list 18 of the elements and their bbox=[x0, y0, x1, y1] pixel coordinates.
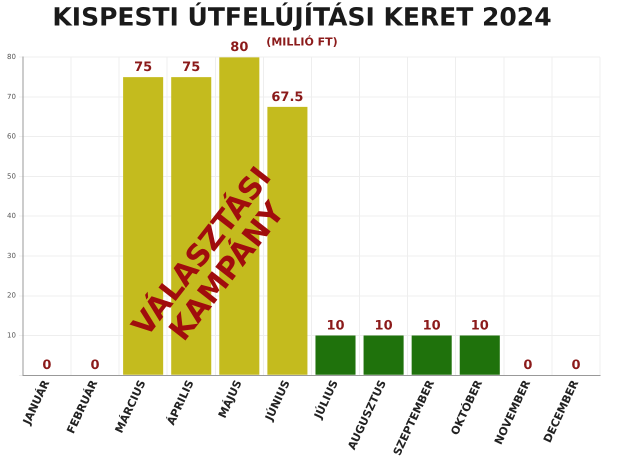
bar bbox=[315, 336, 356, 375]
data-label: 80 bbox=[230, 40, 248, 56]
data-label: 0 bbox=[90, 358, 100, 374]
data-label: 10 bbox=[374, 318, 393, 334]
data-label: 10 bbox=[470, 318, 489, 334]
data-label: 10 bbox=[422, 318, 441, 334]
data-label: 75 bbox=[182, 60, 200, 75]
data-label: 10 bbox=[326, 318, 345, 334]
bar bbox=[460, 336, 500, 375]
chart-subtitle: (MILLIÓ FT) bbox=[266, 34, 338, 48]
data-label: 0 bbox=[42, 358, 52, 374]
data-label: 0 bbox=[571, 358, 580, 374]
chart-title: KISPESTI ÚTFELÚJÍTÁSI KERET 2024 bbox=[52, 2, 552, 32]
data-label: 0 bbox=[523, 358, 532, 374]
bar bbox=[364, 336, 404, 375]
data-label: 75 bbox=[134, 60, 152, 75]
data-label: 67.5 bbox=[271, 90, 304, 105]
bar bbox=[412, 336, 452, 375]
